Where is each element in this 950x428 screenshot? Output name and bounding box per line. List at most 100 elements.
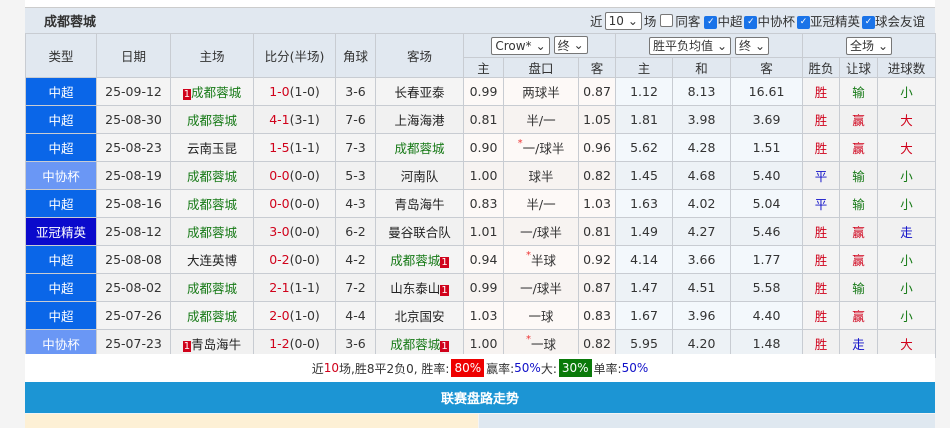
goals-result: 小 [877,301,937,330]
full-time-score: 1-5 [269,140,290,155]
eu-draw-odds: 3.96 [672,301,732,330]
away-team[interactable]: 河南队 [375,161,464,190]
ah-header: Crow* ⌄ 终 ⌄ [462,33,617,58]
home-team-name: 青岛海牛 [191,337,242,352]
col-type: 类型 [25,33,97,78]
league-type[interactable]: 中超 [25,245,97,274]
away-trend-panel [479,414,935,428]
home-team[interactable]: 成都蓉城 [170,273,254,302]
home-team[interactable]: 成都蓉城 [170,301,254,330]
ah-line: 一球 [503,301,579,330]
home-team[interactable]: 成都蓉城 [170,105,254,134]
home-team[interactable]: 成都蓉城 [170,189,254,218]
league-type[interactable]: 中超 [25,77,97,106]
score[interactable]: 3-0(0-0) [253,217,336,246]
match-date: 25-08-19 [96,161,171,190]
home-team[interactable]: 云南玉昆 [170,133,254,162]
table-row: 中超 25-08-23 云南玉昆 1-5(1-1) 7-3 成都蓉城 0.90 … [25,133,937,162]
ah-stage-select[interactable]: 终 ⌄ [553,36,588,55]
home-team[interactable]: 1成都蓉城 [170,77,254,106]
score[interactable]: 2-1(1-1) [253,273,336,302]
league-type[interactable]: 中超 [25,189,97,218]
score[interactable]: 0-0(0-0) [253,189,336,218]
away-team[interactable]: 成都蓉城1 [375,245,464,274]
chevron-down-icon: ⌄ [878,38,889,53]
eu-home-odds: 1.45 [615,161,674,190]
result-header: 全场 ⌄ [802,33,937,58]
ah-company-select[interactable]: Crow* ⌄ [491,36,550,55]
chevron-down-icon: ⌄ [755,38,766,53]
half-time-score: (1-1) [289,140,320,155]
same-away-checkbox[interactable] [660,14,674,27]
match-date: 25-08-12 [96,217,171,246]
rank-badge: 1 [440,341,449,352]
score[interactable]: 4-1(3-1) [253,105,336,134]
ah-home-odds: 0.90 [463,133,504,162]
league-checkbox[interactable]: ✓ [704,16,718,29]
scope-select[interactable]: 全场 ⌄ [846,36,893,55]
home-trend-panel [25,414,478,428]
score[interactable]: 0-2(0-0) [253,245,336,274]
away-team[interactable]: 成都蓉城 [375,133,464,162]
score[interactable]: 0-0(0-0) [253,161,336,190]
away-team[interactable]: 青岛海牛 [375,189,464,218]
home-team[interactable]: 1青岛海牛 [170,329,254,358]
home-team[interactable]: 大连英博 [170,245,254,274]
corners: 7-6 [335,105,376,134]
corners: 4-4 [335,301,376,330]
star-mark: * [525,250,531,261]
league-type[interactable]: 中超 [25,301,97,330]
away-team[interactable]: 成都蓉城1 [375,329,464,358]
away-team[interactable]: 长春亚泰 [375,77,464,106]
home-team-name: 成都蓉城 [186,281,237,296]
league-type[interactable]: 中超 [25,273,97,302]
full-time-score: 3-0 [269,224,290,239]
handicap-result: 输 [839,161,879,190]
home-team[interactable]: 成都蓉城 [170,217,254,246]
eu-home-odds: 1.81 [615,105,674,134]
league-checkbox[interactable]: ✓ [744,16,758,29]
score[interactable]: 1-0(1-0) [253,77,336,106]
ah-home-odds: 0.99 [463,77,504,106]
league-type[interactable]: 中超 [25,105,97,134]
eu-type-select[interactable]: 胜平负均值 ⌄ [648,36,732,55]
score[interactable]: 1-2(0-0) [253,329,336,358]
ah-line-value: 两球半 [522,85,560,100]
league-type[interactable]: 中超 [25,133,97,162]
summary-text: 单率: [593,361,622,376]
away-team[interactable]: 曼谷联合队 [375,217,464,246]
away-team[interactable]: 山东泰山1 [375,273,464,302]
result: 平 [802,189,841,218]
full-time-score: 4-1 [269,112,290,127]
eu-away-odds: 1.48 [730,329,804,358]
col-corner: 角球 [335,33,376,78]
ah-home-odds: 1.00 [463,161,504,190]
away-team[interactable]: 上海海港 [375,105,464,134]
table-row: 中协杯 25-07-23 1青岛海牛 1-2(0-0) 3-6 成都蓉城1 1.… [25,329,937,358]
league-checkbox[interactable]: ✓ [861,16,875,29]
handicap-result: 输 [839,273,879,302]
away-team[interactable]: 北京国安 [375,301,464,330]
ah-home-odds: 0.83 [463,189,504,218]
ah-away-odds: 0.92 [577,245,617,274]
league-type[interactable]: 中协杯 [25,161,97,190]
score[interactable]: 1-5(1-1) [253,133,336,162]
home-team[interactable]: 成都蓉城 [170,161,254,190]
table-row: 中超 25-09-12 1成都蓉城 1-0(1-0) 3-6 长春亚泰 0.99… [25,77,937,106]
league-label: 中协杯 [757,14,795,29]
team-title: 成都蓉城 [44,15,97,30]
ah-away-odds: 1.03 [577,189,617,218]
eu-stage-select[interactable]: 终 ⌄ [735,36,770,55]
league-checkbox[interactable]: ✓ [796,16,810,29]
full-time-score: 2-0 [269,308,290,323]
ah-away-odds: 0.82 [577,329,617,358]
count-select[interactable]: 10 ⌄ [604,11,642,30]
goals-result: 小 [877,189,937,218]
league-type[interactable]: 亚冠精英 [25,217,97,246]
score[interactable]: 2-0(1-0) [253,301,336,330]
eu-away-odds: 4.40 [730,301,804,330]
handicap-result: 输 [839,189,879,218]
ah-line: 球半 [503,161,579,190]
subheader-ah: 主 [463,57,504,78]
eu-type-value: 胜平负均值 [652,39,713,53]
